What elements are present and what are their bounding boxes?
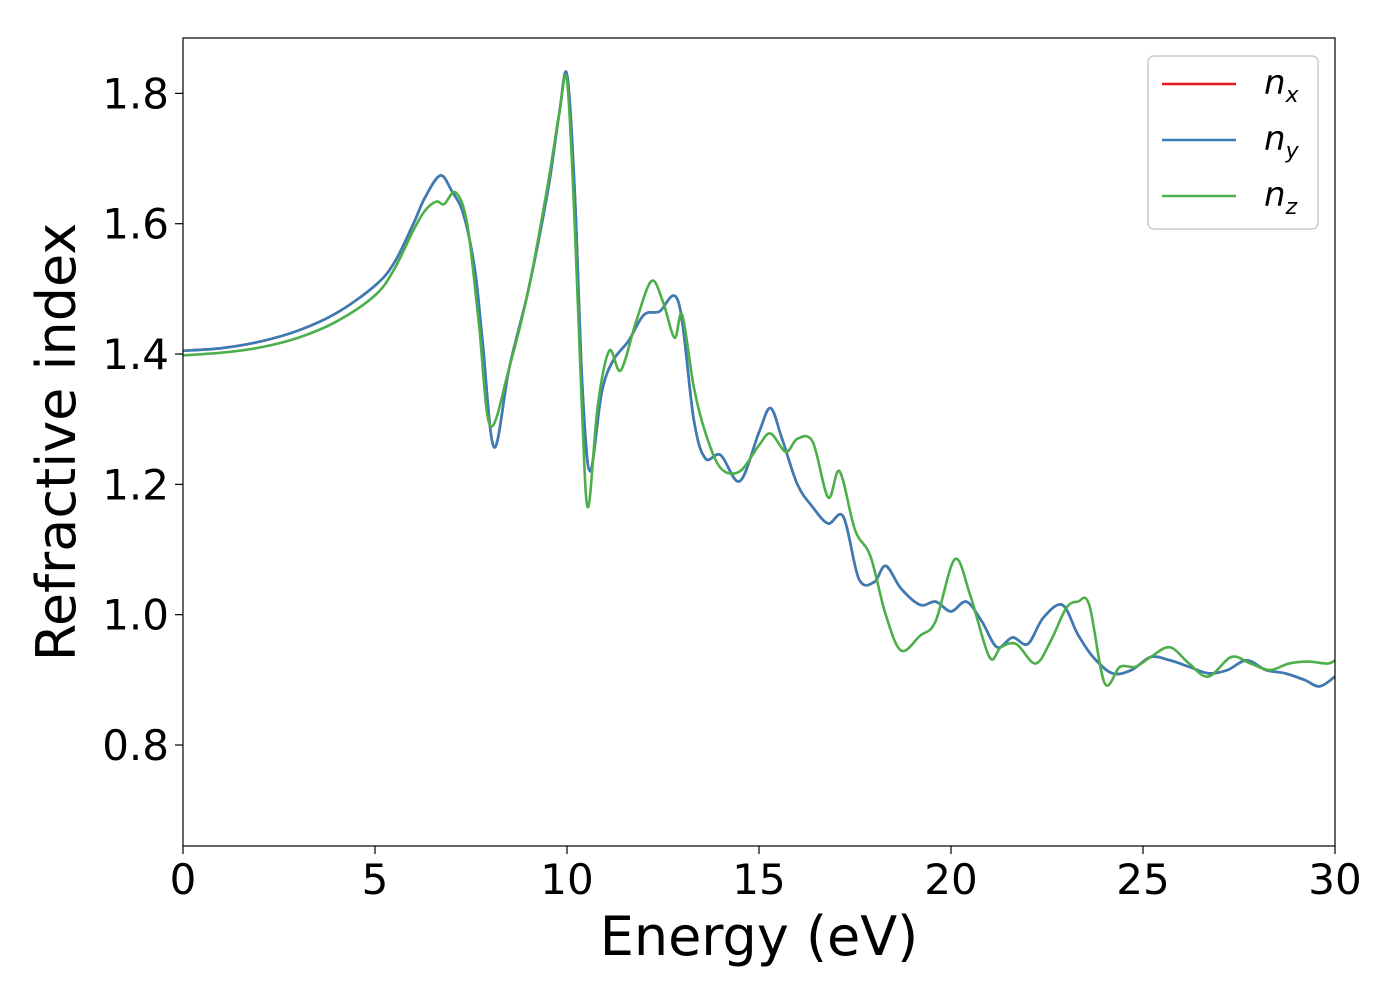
y-axis: 0.8 1.0 1.2 1.4 1.6 1.8 <box>102 69 183 770</box>
x-tick-label: 10 <box>540 855 593 904</box>
plot-area <box>182 37 1336 847</box>
legend-box <box>1147 55 1319 230</box>
x-axis-title: Energy (eV) <box>600 905 919 968</box>
x-axis: 0 5 10 15 20 25 30 <box>170 846 1362 904</box>
y-tick-label: 1.2 <box>102 460 169 509</box>
x-tick-label: 0 <box>170 855 197 904</box>
x-tick-label: 15 <box>732 855 785 904</box>
y-tick-label: 1.6 <box>102 200 169 249</box>
legend: nx ny nz <box>1147 55 1319 230</box>
legend-label: nx <box>1264 63 1300 108</box>
y-tick-label: 1.0 <box>102 591 169 640</box>
x-tick-label: 25 <box>1116 855 1169 904</box>
x-tick-label: 5 <box>362 855 389 904</box>
plot-background <box>183 38 1335 846</box>
y-tick-label: 1.4 <box>102 330 169 379</box>
y-tick-label: 1.8 <box>102 69 169 118</box>
legend-label: ny <box>1264 119 1300 164</box>
y-axis-title: Refractive index <box>25 223 88 662</box>
series-line-n-z <box>183 73 1335 687</box>
legend-label: nz <box>1264 175 1298 220</box>
y-tick-label: 0.8 <box>102 721 169 770</box>
series-layer <box>183 70 1335 688</box>
x-tick-label: 30 <box>1308 855 1361 904</box>
x-tick-label: 20 <box>924 855 977 904</box>
